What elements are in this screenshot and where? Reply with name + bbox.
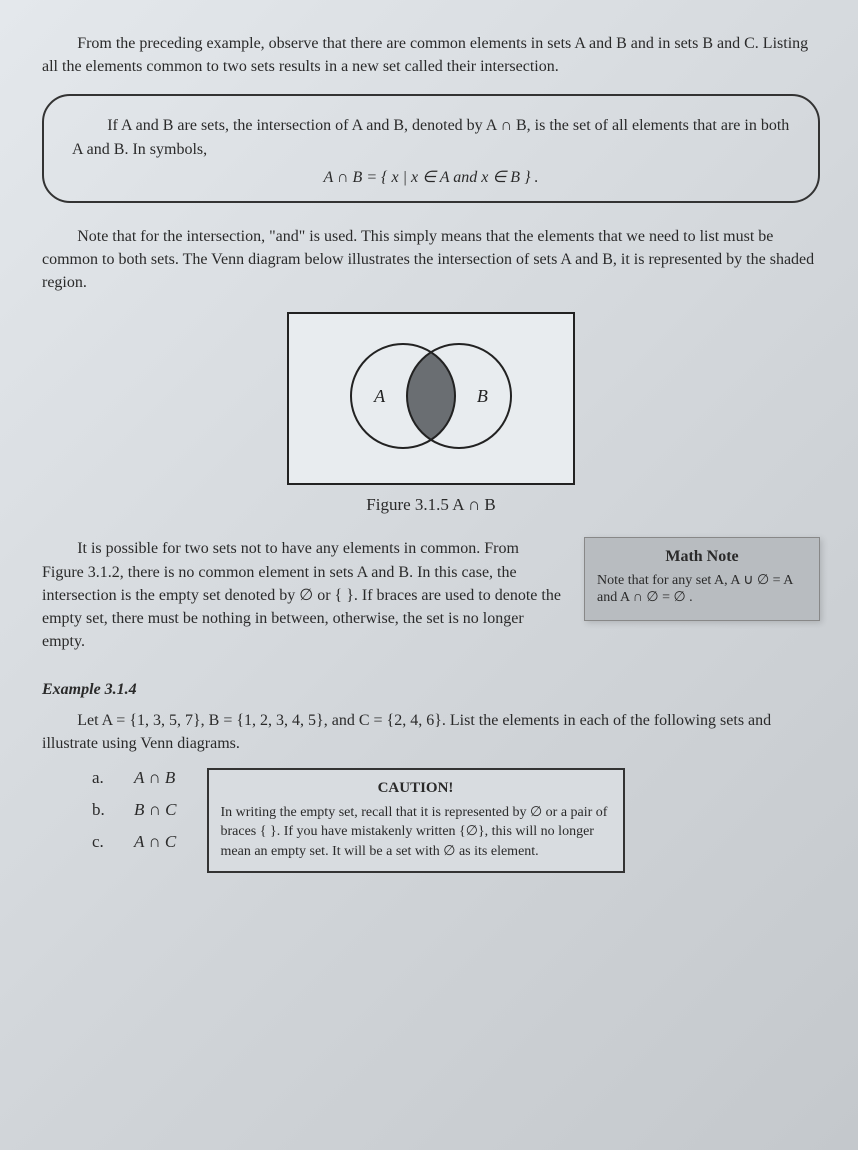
example-header: Example 3.1.4 bbox=[42, 681, 820, 699]
figure-caption: Figure 3.1.5 A ∩ B bbox=[42, 495, 820, 515]
page: From the preceding example, observe that… bbox=[0, 0, 858, 1150]
item-value: A ∩ B bbox=[134, 768, 175, 788]
caution-body: In writing the empty set, recall that it… bbox=[221, 803, 611, 862]
item-value: A ∩ C bbox=[134, 832, 176, 852]
example-and-caution-row: a. A ∩ B b. B ∩ C c. A ∩ C CAUTION! In writin… bbox=[42, 762, 820, 874]
math-note-box: Math Note Note that for any set A, A ∪ ∅… bbox=[584, 537, 820, 621]
item-value: B ∩ C bbox=[134, 800, 177, 820]
example-items: a. A ∩ B b. B ∩ C c. A ∩ C bbox=[92, 768, 177, 864]
list-item: b. B ∩ C bbox=[92, 800, 177, 820]
note-paragraph: Note that for the intersection, "and" is… bbox=[42, 225, 820, 295]
intro-text: From the preceding example, observe that… bbox=[42, 35, 808, 75]
intro-paragraph: From the preceding example, observe that… bbox=[42, 32, 820, 78]
venn-frame: AB bbox=[287, 312, 575, 485]
example-stem: Let A = {1, 3, 5, 7}, B = {1, 2, 3, 4, 5… bbox=[42, 709, 820, 755]
svg-text:A: A bbox=[373, 386, 386, 406]
definition-box: If A and B are sets, the intersection of… bbox=[42, 94, 820, 202]
svg-text:B: B bbox=[477, 386, 488, 406]
definition-formula: A ∩ B = { x | x ∈ A and x ∈ B } . bbox=[72, 167, 790, 187]
math-note-body: Note that for any set A, A ∪ ∅ = A and A… bbox=[597, 572, 807, 606]
item-label: a. bbox=[92, 768, 112, 788]
figure-caption-text: Figure 3.1.5 A ∩ B bbox=[366, 495, 495, 514]
list-item: c. A ∩ C bbox=[92, 832, 177, 852]
venn-diagram-wrap: AB bbox=[42, 312, 820, 485]
list-item: a. A ∩ B bbox=[92, 768, 177, 788]
empty-set-paragraph: It is possible for two sets not to have … bbox=[42, 537, 564, 653]
definition-lead: If A and B are sets, the intersection of… bbox=[72, 114, 790, 160]
math-note-title: Math Note bbox=[597, 548, 807, 566]
item-label: c. bbox=[92, 832, 112, 852]
item-label: b. bbox=[92, 800, 112, 820]
caution-box: CAUTION! In writing the empty set, recal… bbox=[207, 768, 625, 874]
caution-title: CAUTION! bbox=[221, 778, 611, 799]
venn-svg: AB bbox=[311, 326, 551, 466]
empty-set-row: It is possible for two sets not to have … bbox=[42, 537, 820, 659]
